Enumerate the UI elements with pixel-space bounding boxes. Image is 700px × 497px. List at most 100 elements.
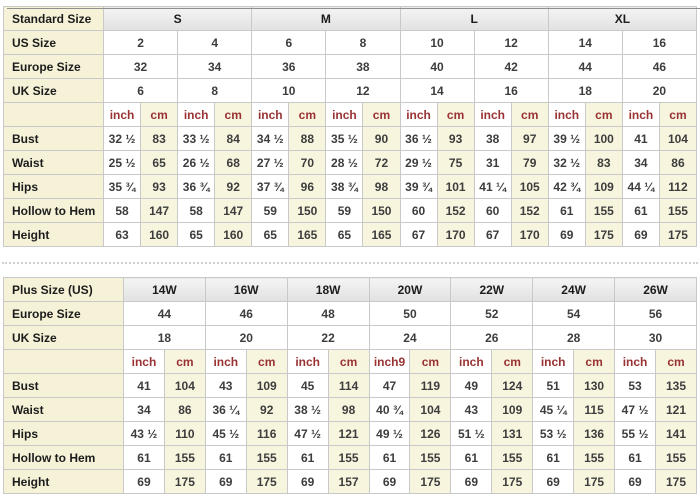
measurement-inch: 61 xyxy=(368,445,411,470)
measurement-inch: 47 ½ xyxy=(286,421,329,446)
measurement-cm: 105 xyxy=(510,174,549,199)
measurement-inch: 69 xyxy=(368,469,411,494)
unit-header-inch: inch xyxy=(399,102,438,127)
measurement-cm: 130 xyxy=(573,373,616,398)
table-row: Hollow to Hem 58 147 58 147 59 150 59 150 60 152 60… xyxy=(3,198,698,223)
row-label: Europe Size xyxy=(3,54,104,79)
top-divider xyxy=(7,8,700,9)
unit-header-cm: cm xyxy=(654,349,698,374)
unit-header-inch: inch xyxy=(473,102,512,127)
measurement-inch: 43 ½ xyxy=(123,421,165,446)
measurement-inch: 45 xyxy=(286,373,329,398)
measurement-inch: 36 ¾ xyxy=(177,174,216,199)
measurement-cm: 155 xyxy=(327,445,370,470)
size-value: 46 xyxy=(621,54,698,79)
size-group-header: 16W xyxy=(204,277,288,302)
measurement-cm: 96 xyxy=(288,174,327,199)
measurement-inch: 35 ½ xyxy=(325,126,364,151)
measurement-inch: 65 xyxy=(251,222,290,247)
size-value: 26 xyxy=(450,325,534,350)
measurement-inch: 49 ½ xyxy=(368,421,411,446)
size-value: 44 xyxy=(123,301,206,326)
size-value: 16 xyxy=(621,30,698,55)
size-value: 14 xyxy=(399,78,475,103)
measurement-cm: 70 xyxy=(288,150,327,175)
measurement-cm: 126 xyxy=(409,421,452,446)
size-value: 20 xyxy=(621,78,698,103)
unit-header-inch: inch xyxy=(102,102,142,127)
measurement-inch: 58 xyxy=(177,198,216,223)
measurement-inch: 37 ¾ xyxy=(251,174,290,199)
unit-header-cm: cm xyxy=(362,102,401,127)
measurement-inch: 49 xyxy=(450,373,493,398)
unit-header-inch: inch xyxy=(621,102,660,127)
measurement-cm: 175 xyxy=(245,469,288,494)
size-value: 6 xyxy=(102,78,179,103)
measurement-cm: 83 xyxy=(584,150,623,175)
measurement-inch: 32 ½ xyxy=(102,126,142,151)
measurement-cm: 101 xyxy=(436,174,475,199)
measurement-cm: 86 xyxy=(658,150,698,175)
measurement-inch: 40 ¾ xyxy=(368,397,411,422)
measurement-cm: 141 xyxy=(654,421,698,446)
unit-header-cm: cm xyxy=(510,102,549,127)
measurement-inch: 60 xyxy=(473,198,512,223)
measurement-inch: 69 xyxy=(547,222,586,247)
size-group-header: 26W xyxy=(614,277,697,302)
measurement-cm: 155 xyxy=(245,445,288,470)
measurement-cm: 68 xyxy=(214,150,253,175)
row-label: US Size xyxy=(3,30,104,55)
unit-header-cm: cm xyxy=(327,349,370,374)
table-row: Europe Size 32 34 36 38 40 42 44 46 xyxy=(3,54,698,79)
unit-header-inch: inch xyxy=(286,349,329,374)
size-value: 46 xyxy=(204,301,288,326)
row-label: Waist xyxy=(3,150,104,175)
size-value: 22 xyxy=(286,325,370,350)
measurement-inch: 32 ½ xyxy=(547,150,586,175)
size-value: 48 xyxy=(286,301,370,326)
row-label: Bust xyxy=(3,373,124,398)
table-row: Plus Size (US) 14W 16W 18W 20W 22W 24W 26W xyxy=(3,277,697,302)
measurement-inch: 45 ½ xyxy=(204,421,247,446)
measurement-cm: 83 xyxy=(140,126,179,151)
row-label: Hollow to Hem xyxy=(3,198,104,223)
measurement-cm: 114 xyxy=(327,373,370,398)
measurement-inch: 61 xyxy=(286,445,329,470)
measurement-cm: 97 xyxy=(510,126,549,151)
measurement-inch: 29 ½ xyxy=(399,150,438,175)
measurement-inch: 61 xyxy=(123,445,165,470)
measurement-cm: 104 xyxy=(163,373,206,398)
row-label: UK Size xyxy=(3,325,124,350)
measurement-cm: 116 xyxy=(245,421,288,446)
measurement-cm: 88 xyxy=(288,126,327,151)
standard-size-table: Standard Size S M L XL US Size 2 4 6 8 10 12 14 16 Eur… xyxy=(3,6,698,247)
measurement-cm: 135 xyxy=(654,373,698,398)
measurement-cm: 175 xyxy=(491,469,534,494)
measurement-inch: 69 xyxy=(286,469,329,494)
size-value: 38 xyxy=(325,54,401,79)
measurement-inch: 41 xyxy=(621,126,660,151)
size-value: 56 xyxy=(614,301,697,326)
measurement-inch: 69 xyxy=(123,469,165,494)
size-value: 30 xyxy=(614,325,697,350)
size-value: 40 xyxy=(399,54,475,79)
measurement-cm: 92 xyxy=(245,397,288,422)
table-row: Waist 34 86 36 ¼ 92 38 ½ 98 40 ¾ 104 43 109 45 ¼ 115… xyxy=(3,397,698,422)
row-label: Europe Size xyxy=(3,301,124,326)
measurement-inch: 69 xyxy=(532,469,575,494)
measurement-inch: 31 xyxy=(473,150,512,175)
measurement-inch: 27 ½ xyxy=(251,150,290,175)
measurement-cm: 72 xyxy=(362,150,401,175)
measurement-cm: 175 xyxy=(654,469,698,494)
measurement-inch: 34 xyxy=(621,150,660,175)
measurement-cm: 92 xyxy=(214,174,253,199)
table-row: Hips 43 ½ 110 45 ½ 116 47 ½ 121 49 ½ 126 51 ½ 131 5… xyxy=(3,421,698,446)
measurement-cm: 160 xyxy=(140,222,179,247)
size-group-header: 22W xyxy=(450,277,534,302)
row-label: Hips xyxy=(3,421,124,446)
size-group-header: L xyxy=(399,6,549,31)
table-row: inch cm inch cm inch cm inch cm inch cm inch cm inch… xyxy=(3,102,698,127)
row-label: Bust xyxy=(3,126,104,151)
unit-header-cm: cm xyxy=(436,102,475,127)
table-row: inch cm inch cm inch cm inch9 cm inch cm inch cm inc… xyxy=(3,349,698,374)
